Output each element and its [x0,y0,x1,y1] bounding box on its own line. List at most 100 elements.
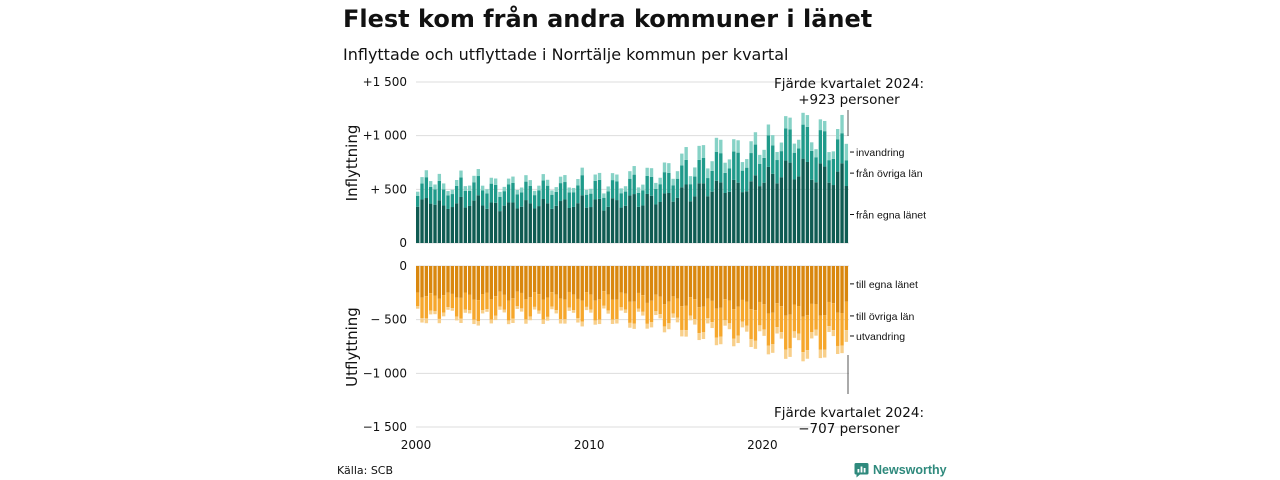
inflow-bar-segment [619,207,623,243]
inflow-bar-segment [610,173,615,181]
outflow-bar-segment [537,266,541,295]
inflow-bar-segment [416,191,420,196]
outflow-bar-segment [424,296,429,319]
inflow-bar-segment [753,144,758,176]
inflow-bar-segment [649,195,654,243]
inflow-bar-segment [571,192,576,207]
outflow-bar-segment [580,321,584,327]
outflow-bar-segment [472,266,476,300]
inflow-bar-segment [775,183,779,243]
inflow-bar-segment [706,196,710,243]
inflow-bar-segment [814,182,818,243]
outflow-bar-segment [831,266,836,304]
outflow-bar-segment [714,308,719,338]
inflow-bar-segment [758,154,762,164]
inflow-bar-segment [597,172,602,180]
inflow-bar-segment [836,129,840,140]
inflow-bar-segment [727,191,732,243]
inflow-bar-segment [667,172,671,193]
inflow-bar-segment [667,163,671,173]
inflow-bar-segment [714,180,719,243]
outflow-bar-segment [563,266,567,300]
inflow-bar-segment [818,130,823,164]
inflow-bar-segment [463,190,468,208]
outflow-bar-segment [788,266,792,315]
inflow-bars [416,112,849,243]
inflow-bar-segment [416,206,420,243]
inflow-bar-segment [662,172,667,194]
inflow-bar-segment [814,149,818,158]
inflow-bar-segment [771,145,775,174]
outflow-bar-segment [844,330,849,342]
outflow-bar-segment [602,305,606,309]
outflow-bar-segment [762,304,766,330]
inflow-bar-segment [844,160,849,187]
inflow-bar-segment [420,199,424,243]
inflow-bar-segment [641,205,645,243]
inflow-bar-segment [602,193,606,198]
inflow-bar-segment [437,173,442,181]
inflow-bar-segment [498,191,502,197]
outflow-bar-segment [597,299,602,320]
outflow-bar-segment [441,266,446,296]
inflow-bar-segment [515,208,519,243]
inflow-bar-segment [632,166,636,175]
outflow-bar-segment [558,319,563,324]
outflow-bar-segment [433,266,437,296]
inflow-bar-segment [801,112,805,125]
outflow-bar-segment [753,310,758,341]
inflow-bar-segment [580,195,584,243]
inflow-bar-segment [827,182,831,243]
inflow-bar-segment [632,194,636,243]
inflow-bar-segment [714,151,719,181]
outflow-bar-segment [493,315,498,321]
outflow-bar-segment [515,266,519,292]
outflow-bar-segment [771,312,775,345]
outflow-bar-segment [628,266,632,302]
source-note: Källa: SCB [337,464,394,477]
outflow-series-label: till övriga län [856,311,915,323]
x-tick-label: 2010 [574,438,605,452]
outflow-series-label: utvandring [856,331,905,343]
outflow-bar-segment [541,319,545,324]
outflow-bar-segment [823,315,827,350]
outflow-bar-segment [558,298,563,320]
inflow-bar-segment [636,206,641,243]
inflow-bar-segment [801,158,805,243]
outflow-bar-segment [498,306,502,310]
inflow-bar-segment [584,194,589,208]
inflow-bar-segment [788,117,792,130]
inflow-bar-segment [498,211,502,243]
inflow-bar-segment [511,202,515,243]
outflow-bar-segment [680,329,684,337]
outflow-bar-segment [506,320,511,325]
outflow-bar-segment [836,266,840,313]
inflow-bar-segment [454,203,459,243]
outflow-bar-segment [493,266,498,297]
inflow-bar-segment [784,160,788,243]
inflow-bar-segment [433,184,437,190]
outflow-ytick-label: −1 000 [363,366,407,380]
outflow-bar-segment [615,299,619,320]
outflow-bar-segment [758,325,762,332]
outflow-bar-segment [632,301,636,324]
inflow-bar-segment [827,152,831,161]
outflow-bar-segment [775,327,779,334]
inflow-bar-segment [606,206,610,243]
inflow-bar-segment [433,204,437,243]
inflow-bar-segment [675,178,680,198]
axis-layer: 0 + 500 +1 000 +1 500 0 − 500 −1 000 −1 500 Infl… [343,75,778,452]
outflow-bar-segment [454,316,459,321]
x-tick-label: 2020 [747,438,778,452]
outflow-bar-segment [489,319,493,324]
inflow-bar-segment [519,192,524,207]
inflow-bar-segment [485,193,489,209]
inflow-bar-segment [528,180,532,186]
outflow-bar-segment [667,301,671,324]
outflow-bar-segment [528,297,532,317]
outflow-bar-segment [788,348,792,357]
inflow-bar-segment [563,182,567,200]
inflow-bar-segment [649,168,654,177]
outflow-bar-segment [480,294,485,311]
inflow-bar-segment [706,168,710,179]
